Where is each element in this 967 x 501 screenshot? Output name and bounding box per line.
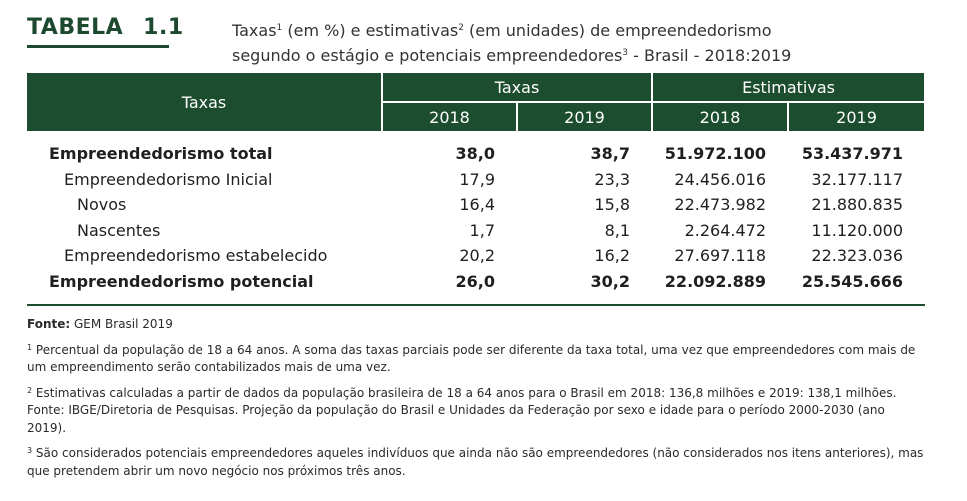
title-text: Taxas bbox=[232, 21, 277, 40]
title-text: (em unidades) de empreendedorismo bbox=[463, 21, 772, 40]
footnote-2: 2 Estimativas calculadas a partir de dad… bbox=[27, 382, 925, 438]
cell-value: 11.120.000 bbox=[811, 220, 904, 240]
row-label: Empreendedorismo total bbox=[49, 144, 273, 164]
footnote-marker: 3 bbox=[27, 446, 33, 455]
footnote-marker: 2 bbox=[458, 23, 464, 33]
cell-value: 20,2 bbox=[459, 246, 495, 266]
table-row: Nascentes 1,7 8,1 2.264.472 11.120.000 bbox=[27, 218, 925, 244]
cell-value: 22.323.036 bbox=[811, 246, 904, 266]
cell-value: 24.456.016 bbox=[674, 169, 767, 189]
row-label: Novos bbox=[77, 195, 127, 215]
table-row: Empreendedorismo estabelecido 20,2 16,2 … bbox=[27, 243, 925, 269]
cell-value: 38,7 bbox=[590, 144, 631, 164]
title-text: (em %) e estimativas bbox=[282, 21, 459, 40]
row-label: Empreendedorismo Inicial bbox=[64, 169, 273, 189]
column-group-estimativas: Estimativas bbox=[651, 71, 927, 103]
cell-value: 51.972.100 bbox=[664, 144, 767, 164]
table-title: Taxas1 (em %) e estimativas2 (em unidade… bbox=[232, 17, 952, 67]
row-label: Empreendedorismo estabelecido bbox=[64, 246, 328, 266]
cell-value: 25.545.666 bbox=[801, 271, 904, 291]
table-label-word: TABELA bbox=[27, 15, 124, 40]
cell-value: 38,0 bbox=[455, 144, 495, 164]
table-row: Empreendedorismo total 38,0 38,7 51.972.… bbox=[27, 132, 925, 167]
year-header: 2019 bbox=[515, 101, 654, 133]
cell-value: 21.880.835 bbox=[811, 195, 904, 215]
cell-value: 1,7 bbox=[469, 220, 495, 240]
cell-value: 8,1 bbox=[604, 220, 631, 240]
footnote-text: Percentual da população de 18 a 64 anos.… bbox=[27, 342, 916, 375]
title-text: segundo o estágio e potenciais empreende… bbox=[232, 46, 623, 65]
footnote-text: São considerados potenciais empreendedor… bbox=[27, 446, 924, 478]
column-group-taxas: Taxas bbox=[380, 71, 654, 103]
table-row: Empreendedorismo potencial 26,0 30,2 22.… bbox=[27, 269, 925, 303]
cell-value: 16,4 bbox=[459, 195, 495, 215]
cell-value: 30,2 bbox=[590, 271, 631, 291]
footnote-marker: 1 bbox=[27, 342, 33, 352]
title-text: - Brasil - 2018:2019 bbox=[628, 46, 792, 65]
row-label: Empreendedorismo potencial bbox=[49, 271, 314, 291]
cell-value: 17,9 bbox=[459, 169, 495, 189]
footnote-text: Estimativas calculadas a partir de dados… bbox=[27, 385, 897, 435]
year-header: 2019 bbox=[787, 101, 927, 133]
footnote-marker: 2 bbox=[27, 385, 33, 395]
table-label: TABELA 1.1 bbox=[27, 15, 184, 40]
table-bottom-rule bbox=[27, 304, 925, 306]
table-row: Empreendedorismo Inicial 17,9 23,3 24.45… bbox=[27, 167, 925, 193]
source-note: Fonte: GEM Brasil 2019 bbox=[27, 316, 925, 334]
cell-value: 16,2 bbox=[594, 246, 631, 266]
table-row: Novos 16,4 15,8 22.473.982 21.880.835 bbox=[27, 192, 925, 218]
cell-value: 23,3 bbox=[594, 169, 631, 189]
source-label: Fonte: bbox=[27, 317, 71, 331]
cell-value: 53.437.971 bbox=[801, 144, 904, 164]
cell-value: 32.177.117 bbox=[811, 169, 904, 189]
data-table: Taxas Taxas Estimativas 2018 2019 2018 2… bbox=[27, 71, 927, 303]
footnote-marker: 3 bbox=[622, 48, 629, 58]
cell-value: 22.473.982 bbox=[674, 195, 767, 215]
footnote-3: 3 São considerados potenciais empreended… bbox=[27, 442, 925, 480]
cell-value: 22.092.889 bbox=[664, 271, 767, 291]
row-label: Nascentes bbox=[77, 220, 161, 240]
row-header: Taxas bbox=[27, 71, 383, 133]
footnote-marker: 1 bbox=[276, 23, 283, 33]
table-number: 1.1 bbox=[143, 15, 184, 40]
cell-value: 27.697.118 bbox=[674, 246, 767, 266]
table-label-underline bbox=[27, 45, 169, 48]
year-header: 2018 bbox=[381, 101, 518, 133]
table-notes: Fonte: GEM Brasil 2019 1 Percentual da p… bbox=[27, 316, 925, 485]
cell-value: 26,0 bbox=[455, 271, 495, 291]
footnote-1: 1 Percentual da população de 18 a 64 ano… bbox=[27, 339, 925, 377]
source-text: GEM Brasil 2019 bbox=[70, 317, 173, 331]
cell-value: 2.264.472 bbox=[684, 220, 767, 240]
year-header: 2018 bbox=[651, 101, 790, 133]
cell-value: 15,8 bbox=[594, 195, 631, 215]
